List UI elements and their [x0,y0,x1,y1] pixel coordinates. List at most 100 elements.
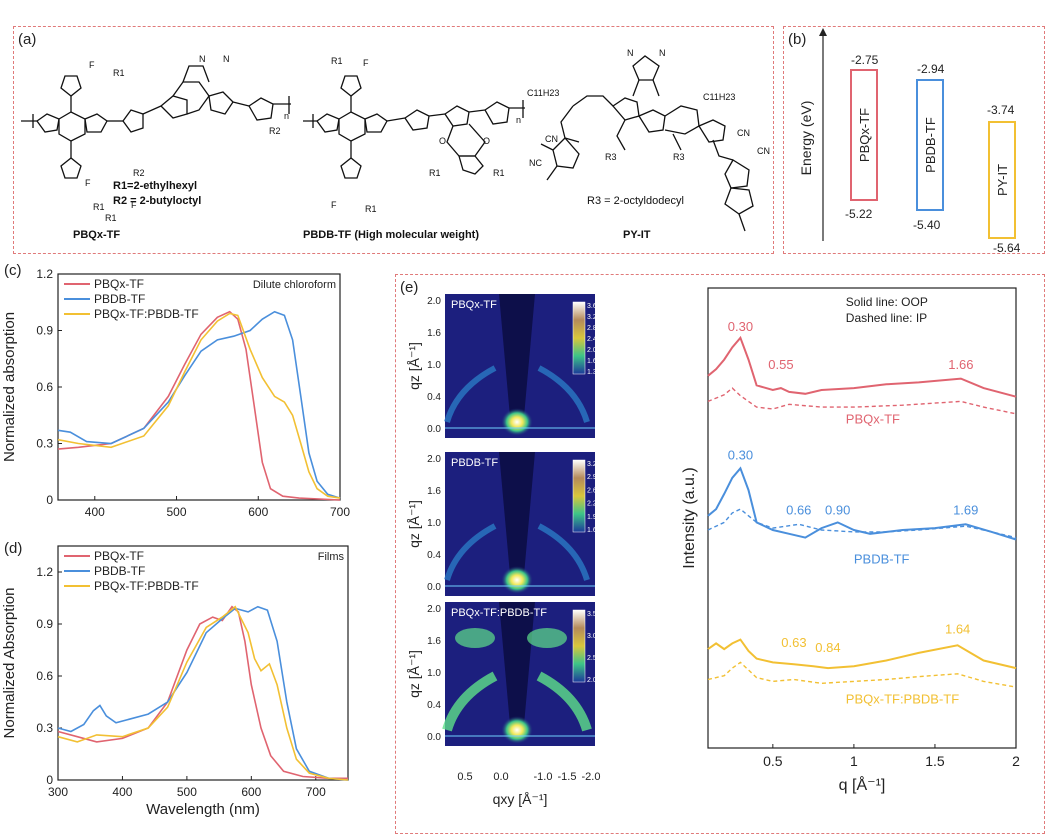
series-line-0 [57,310,341,501]
x-tick-label: 700 [306,785,326,799]
svg-text:PY-IT: PY-IT [623,229,651,241]
svg-text:R1: R1 [331,56,343,66]
series-line-2 [57,312,341,499]
beam-center-spot [501,716,533,744]
panel-label-c: (c) [4,262,22,279]
svg-text:R3: R3 [673,152,685,162]
svg-text:n: n [284,111,289,121]
colorbar [572,459,586,533]
map-title-1: PBDB-TF [451,457,498,469]
energy-frame [783,26,1045,254]
line-profiles-chart: 0.5 1 1.5 2 q [Å⁻¹] Intensity (a.u.) Solid lin… [681,287,1020,794]
colorbar-tick: 2.8 [587,325,597,332]
colorbar-tick: 2.6 [587,487,597,494]
panel-label-b: (b) [788,31,807,48]
lumo-pbdb: -2.94 [917,62,945,76]
y-tick-label: 0.9 [36,617,53,631]
peak-label: 1.69 [953,503,978,518]
svg-text:R2: R2 [133,168,145,178]
x-tick-label: 400 [112,785,132,799]
colorbar-tick: 2.0 [587,347,597,354]
x-tick-label: 700 [330,505,350,519]
svg-text:R1: R1 [429,168,441,178]
qz-tick: 0.4 [427,700,441,711]
svg-text:R1: R1 [93,202,105,212]
x-tick-label: 500 [177,785,197,799]
level-box-pbdb [916,79,944,211]
plot-frame [57,545,349,781]
svg-text:F: F [89,60,95,70]
ip-profile-1 [707,508,1017,539]
svg-text:R1: R1 [493,168,505,178]
qz-tick: 0.0 [427,424,441,435]
svg-text:R1=2-ethylhexyl: R1=2-ethylhexyl [113,180,197,192]
colorbar-tick: 2.9 [587,474,597,481]
qz-axis-label: qz [Å⁻¹] [406,650,422,698]
pi-stack-spot [527,628,567,648]
y-axis-label: Intensity (a.u.) [681,467,698,568]
peak-label: 0.90 [825,503,850,518]
energy-axis-label: Energy (eV) [798,101,814,176]
structures-frame [13,26,774,254]
peak-label: 0.84 [815,640,840,655]
svg-text:R2: R2 [269,126,281,136]
ip-profile-0 [707,387,1017,415]
panel-label-a: (a) [18,31,37,48]
svg-text:F: F [131,200,137,210]
colorbar-tick: 3.5 [587,611,597,618]
series-line-2 [57,605,349,781]
svg-text:CN: CN [737,128,750,138]
y-tick-label: 1.2 [36,565,53,579]
diffraction-arc [444,365,497,423]
peak-label: 1.64 [945,622,970,637]
peak-label: 0.30 [728,319,753,334]
y-tick-label: 0.3 [36,721,53,735]
svg-text:C11H23: C11H23 [527,88,559,98]
diffraction-arc [536,671,592,732]
level-box-pyit [988,121,1016,239]
missing-wedge [499,294,535,428]
svg-text:O: O [483,136,490,146]
qz-tick: 1.0 [427,360,441,371]
colorbar-tick: 3.6 [587,303,597,310]
y-axis-label: Normalized Absorption [1,588,18,739]
colorbar-tick: 2.5 [587,655,597,662]
panel-label-e: (e) [400,279,419,296]
qz-tick: 0.0 [427,732,441,743]
legend-label-0: PBQx-TF [94,549,144,563]
x-tick-label: 600 [248,505,268,519]
svg-text:F: F [85,178,91,188]
x-axis-label: Wavelength (nm) [146,801,260,818]
absorption-film-chart: 300 400 500 600 700 0 0.3 0.6 0.9 1.2 Wavelength (… [1,545,349,818]
y-tick-label: 0.6 [36,669,53,683]
qxy-tick: -2.0 [582,771,601,783]
level-label-pbdb: PBDB-TF [923,117,938,173]
homo-pbqx: -5.22 [845,207,873,221]
profile-name-1: PBDB-TF [854,551,910,566]
diffraction-arc [537,523,590,581]
svg-text:R2 = 2-butyloctyl: R2 = 2-butyloctyl [113,195,201,207]
colorbar-tick: 1.9 [587,514,597,521]
peak-label: 1.66 [948,357,973,372]
map-title-0: PBQx-TF [451,299,497,311]
level-box-pbqx [850,69,878,201]
qz-tick: 1.6 [427,636,441,647]
colorbar-tick: 2.4 [587,336,597,343]
x-tick-label: 0.5 [763,753,783,769]
level-label-pbqx: PBQx-TF [857,108,872,162]
pi-stack-spot [455,628,495,648]
svg-text:F: F [363,58,369,68]
svg-text:NC: NC [529,158,542,168]
y-tick-label: 0.9 [36,324,53,338]
series-line-1 [57,310,341,499]
y-tick-label: 0 [46,493,53,507]
peak-label: 0.30 [728,448,753,463]
colorbar-tick: 1.3 [587,369,597,376]
svg-text:N: N [199,54,206,64]
svg-text:R1: R1 [113,68,125,78]
colorbar [572,609,586,683]
svg-text:R1: R1 [105,213,117,223]
qxy-tick: -1.5 [558,771,577,783]
legend-label-1: PBDB-TF [94,564,145,578]
